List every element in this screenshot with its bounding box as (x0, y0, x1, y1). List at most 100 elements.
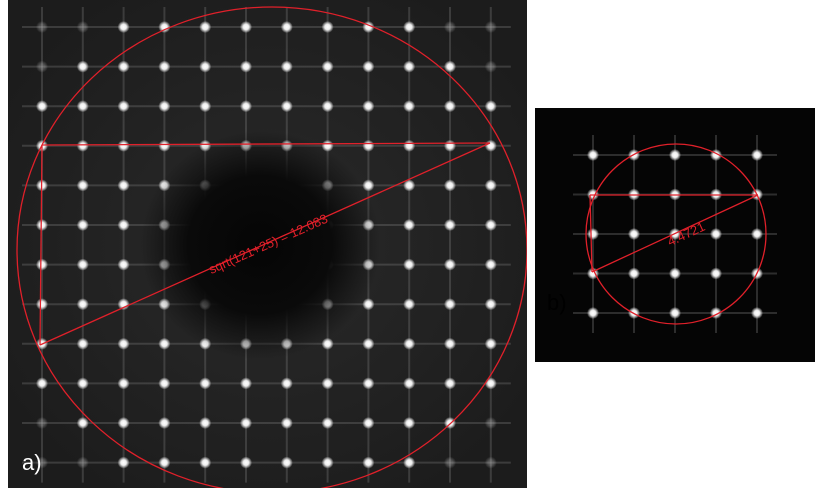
spot (403, 100, 415, 112)
spot (444, 61, 456, 73)
spot (403, 417, 415, 429)
spot (485, 298, 497, 310)
spot (240, 457, 252, 469)
spot (240, 61, 252, 73)
spot (444, 338, 456, 350)
spot (36, 259, 48, 271)
spot (36, 377, 48, 389)
spot (77, 61, 89, 73)
spot (485, 140, 497, 152)
spot (199, 21, 211, 33)
spot (118, 179, 130, 191)
spot (485, 377, 497, 389)
spot (444, 377, 456, 389)
spot (362, 100, 374, 112)
spot (118, 457, 130, 469)
spot (444, 457, 456, 469)
spot (669, 149, 681, 161)
spot (158, 61, 170, 73)
spot (444, 259, 456, 271)
spot (669, 307, 681, 319)
spot (587, 307, 599, 319)
spot (403, 457, 415, 469)
spot (118, 219, 130, 231)
spot (158, 377, 170, 389)
spot (36, 21, 48, 33)
spot (444, 179, 456, 191)
spot (322, 61, 334, 73)
spot (158, 140, 170, 152)
spot (751, 228, 763, 240)
spot (118, 100, 130, 112)
spot (158, 100, 170, 112)
spot (36, 417, 48, 429)
spot (444, 21, 456, 33)
spot (403, 61, 415, 73)
spot (362, 338, 374, 350)
spot (362, 417, 374, 429)
spot (485, 457, 497, 469)
spot (281, 417, 293, 429)
spot (362, 140, 374, 152)
spot (751, 149, 763, 161)
spot (628, 268, 640, 280)
spot (199, 61, 211, 73)
spot (199, 457, 211, 469)
spot (281, 100, 293, 112)
spot (36, 219, 48, 231)
spot (77, 100, 89, 112)
spot (158, 457, 170, 469)
spot (281, 21, 293, 33)
spot (485, 219, 497, 231)
spot (403, 338, 415, 350)
spot (281, 377, 293, 389)
spot (240, 21, 252, 33)
spot (322, 100, 334, 112)
spot (118, 140, 130, 152)
spot (199, 100, 211, 112)
spot (403, 298, 415, 310)
spot (281, 61, 293, 73)
spot (118, 298, 130, 310)
spot (322, 377, 334, 389)
spot (485, 61, 497, 73)
spot (587, 228, 599, 240)
spot (240, 100, 252, 112)
spot (444, 100, 456, 112)
panel-label: a) (22, 450, 42, 475)
spot (36, 61, 48, 73)
spot (485, 100, 497, 112)
spot (485, 179, 497, 191)
spot (444, 219, 456, 231)
spot (77, 298, 89, 310)
spot (322, 21, 334, 33)
spot (485, 338, 497, 350)
spot (403, 259, 415, 271)
panel-b: 4.4721 (535, 108, 815, 362)
spot (362, 61, 374, 73)
figure: sqrt(121+25) = 12.083 a) 4.4721 b) (0, 0, 815, 488)
spot (158, 338, 170, 350)
spot (669, 268, 681, 280)
spot (77, 259, 89, 271)
spot (322, 457, 334, 469)
page: sqrt(121+25) = 12.083 a) 4.4721 b) (() =… (0, 0, 815, 488)
spot (36, 298, 48, 310)
spot (444, 140, 456, 152)
spot (403, 377, 415, 389)
spot (77, 377, 89, 389)
spot (281, 457, 293, 469)
spot (485, 417, 497, 429)
spot (362, 457, 374, 469)
spot (240, 417, 252, 429)
spot (199, 377, 211, 389)
spot (444, 298, 456, 310)
spot (77, 140, 89, 152)
spot (77, 417, 89, 429)
spot (77, 21, 89, 33)
spot (36, 100, 48, 112)
spot (118, 338, 130, 350)
spot (485, 259, 497, 271)
spot (485, 21, 497, 33)
spot (77, 179, 89, 191)
